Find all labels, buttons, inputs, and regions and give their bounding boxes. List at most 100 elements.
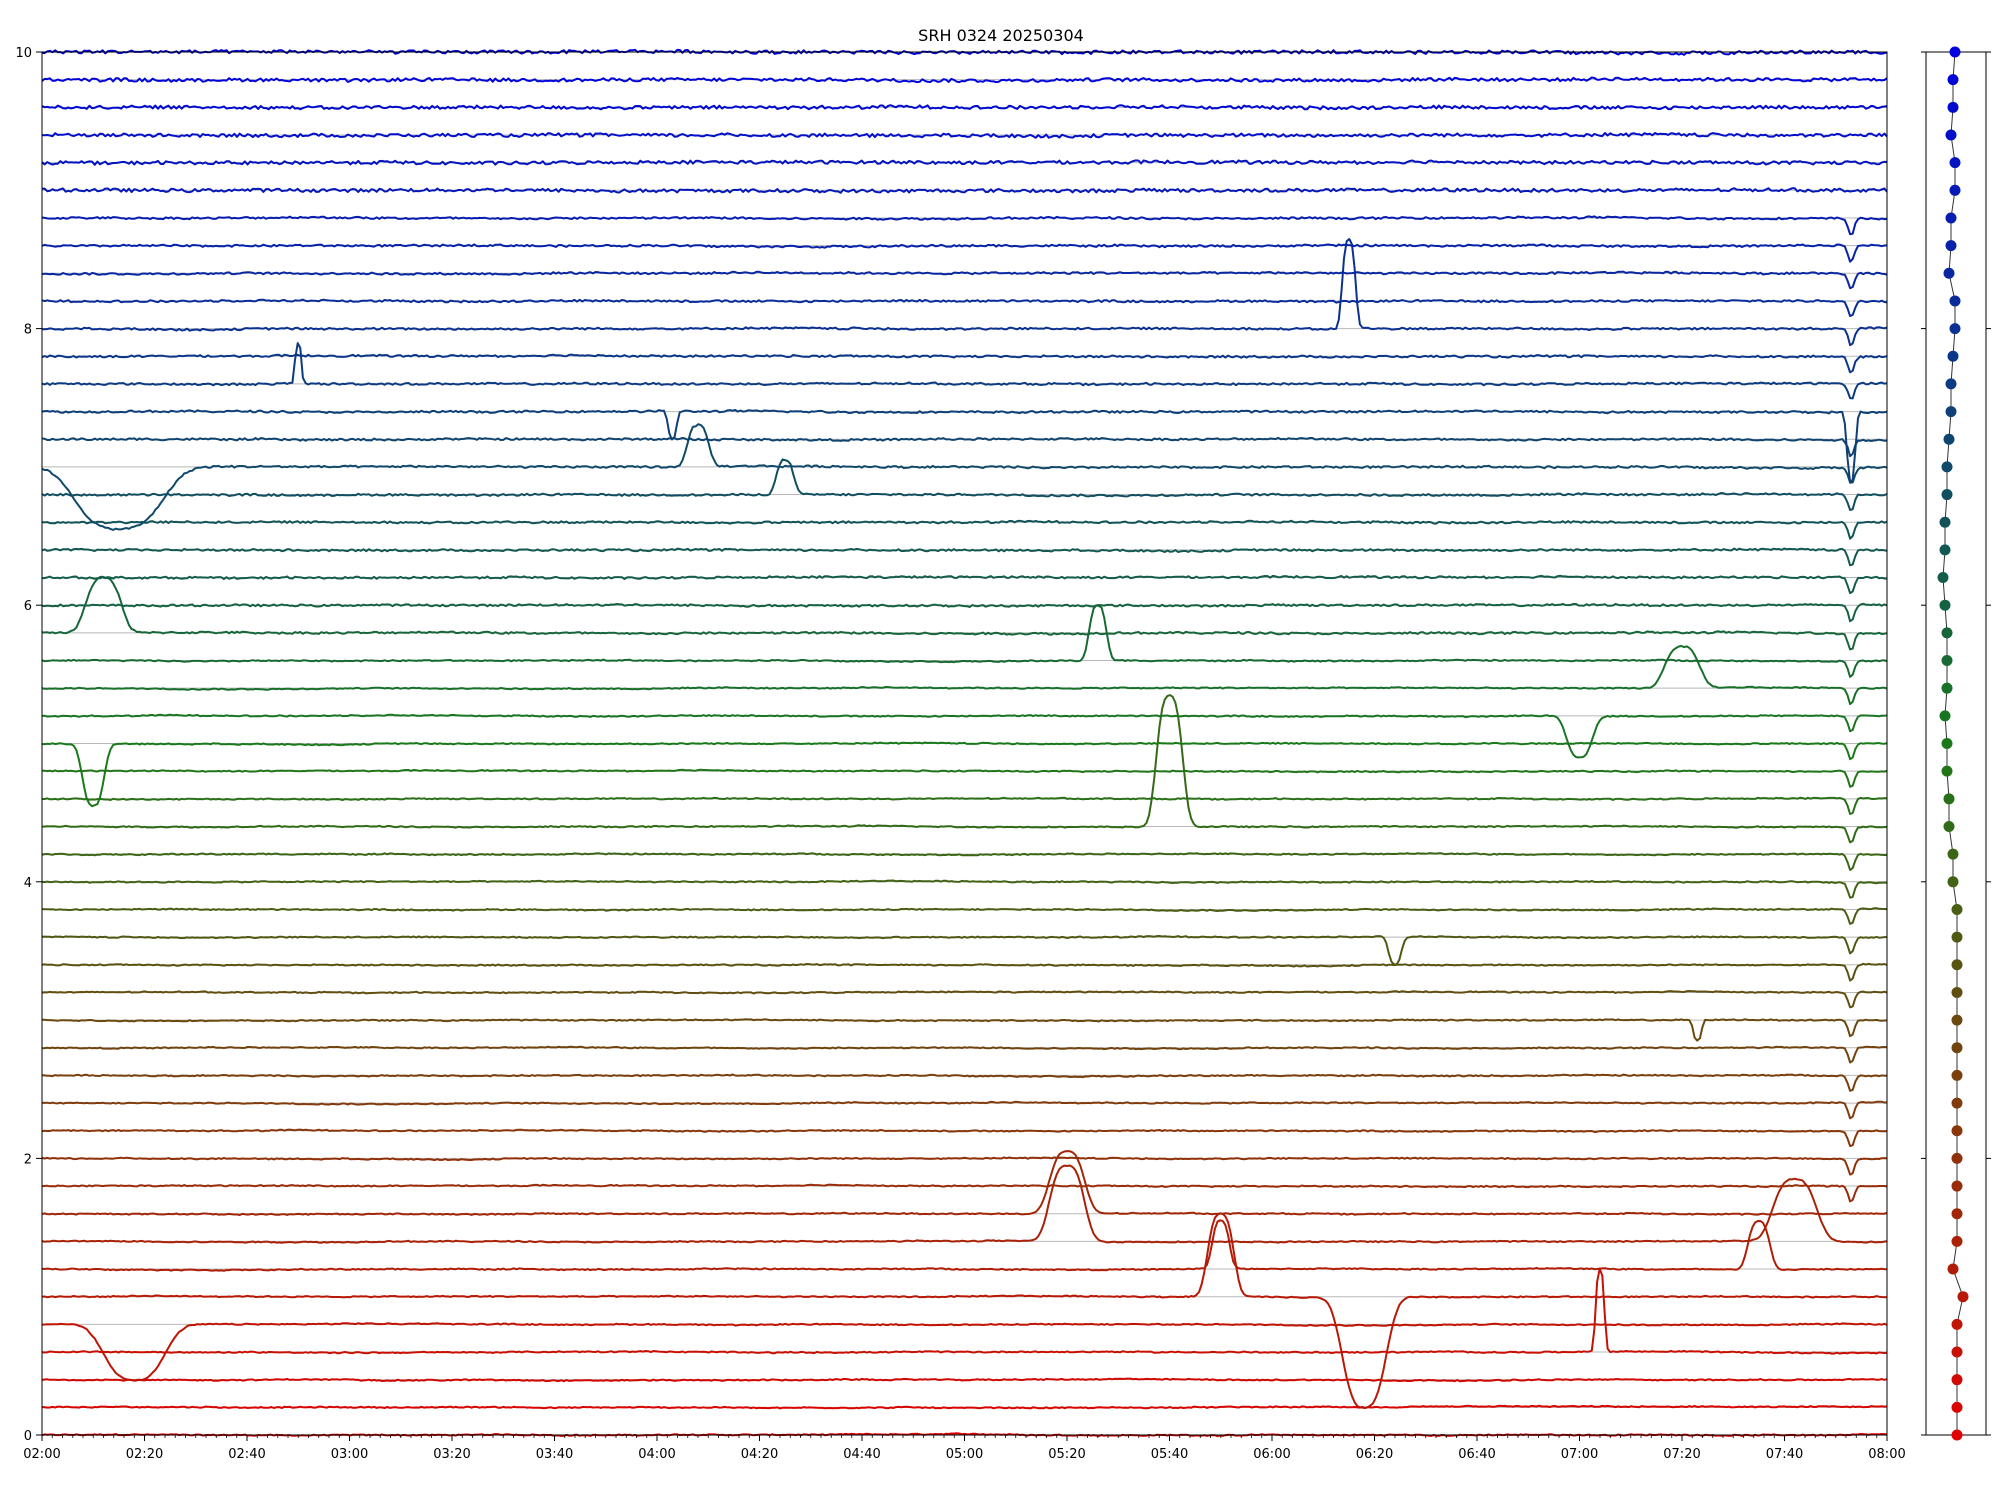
x-tick-label: 05:20 [1048,1447,1085,1462]
channel-marker-40 [1949,323,1961,335]
y-tick-label: 4 [24,876,32,891]
x-tick-label: 08:00 [1868,1447,1905,1462]
trace-channel-5 [41,1212,1888,1409]
trace-channel-2 [41,1377,1888,1383]
channel-marker-45 [1949,184,1961,196]
channel-marker-28 [1941,655,1953,667]
channel-marker-10 [1951,1152,1963,1164]
y-tick-label: 2 [24,1152,32,1167]
x-tick-label: 05:40 [1151,1447,1188,1462]
x-tick-label: 03:00 [331,1447,368,1462]
trace-channel-18 [41,935,1887,966]
channel-marker-41 [1949,295,1961,307]
x-tick-label: 04:20 [741,1447,778,1462]
x-tick-label: 04:00 [638,1447,675,1462]
channel-marker-23 [1943,793,1955,805]
channel-marker-14 [1951,1042,1963,1054]
trace-channel-22 [41,694,1888,844]
trace-channel-14 [41,1045,1888,1064]
trace-channel-8 [41,1150,1888,1216]
trace-channel-6 [41,1219,1888,1272]
channel-marker-46 [1949,157,1961,169]
channel-marker-31 [1937,572,1949,584]
trace-channel-24 [41,768,1888,788]
trace-channel-20 [41,879,1888,899]
trace-channel-45 [41,187,1888,194]
channel-marker-0 [1951,1429,1963,1441]
channel-marker-12 [1951,1097,1963,1109]
channel-marker-32 [1939,544,1951,556]
trace-channel-9 [41,1183,1888,1203]
x-tick-label: 06:00 [1253,1447,1290,1462]
channel-marker-30 [1939,599,1951,611]
x-tick-label: 02:40 [228,1447,265,1462]
trace-channel-47 [41,132,1888,139]
channel-marker-39 [1947,350,1959,362]
trace-channel-33 [41,519,1888,540]
side-frame [1925,51,1987,1436]
trace-channel-40 [41,238,1888,347]
trace-channel-16 [41,990,1888,1009]
channel-marker-18 [1951,931,1963,943]
channel-marker-2 [1951,1374,1963,1386]
trace-channel-31 [42,574,1888,595]
channel-marker-5 [1957,1291,1969,1303]
channel-marker-21 [1947,848,1959,860]
channel-marker-42 [1943,267,1955,279]
x-tick-label: 04:40 [843,1447,880,1462]
trace-channel-15 [42,1018,1888,1042]
channel-marker-1 [1951,1401,1963,1413]
trace-channel-36 [41,436,1888,458]
trace-channel-27 [41,645,1888,706]
trace-channel-17 [41,962,1888,982]
channel-marker-16 [1951,986,1963,998]
trace-channel-21 [41,852,1888,871]
channel-marker-50 [1949,46,1961,58]
channel-marker-49 [1947,74,1959,86]
x-tick-label: 07:20 [1663,1447,1700,1462]
x-tick-label: 02:00 [23,1447,60,1462]
trace-channel-38 [41,342,1888,400]
trace-channel-3 [41,1267,1888,1355]
trace-channel-35 [41,423,1888,531]
trace-channel-19 [41,907,1888,925]
channel-marker-24 [1941,765,1953,777]
main-plot-area: 02:00 02:20 02:40 03:00 03:20 03:40 04:00 04:20… [15,46,1905,1462]
trace-channel-1 [41,1404,1888,1410]
trace-channel-12 [41,1100,1888,1120]
channel-marker-15 [1951,1014,1963,1026]
channel-marker-6 [1947,1263,1959,1275]
trace-channel-44 [41,215,1888,236]
trace-channel-32 [41,547,1888,567]
channel-marker-34 [1941,489,1953,501]
trace-channel-11 [41,1128,1888,1147]
trace-channel-4 [41,1322,1888,1382]
channel-marker-35 [1941,461,1953,473]
channel-marker-38 [1945,378,1957,390]
channel-marker-13 [1951,1069,1963,1081]
channel-marker-20 [1947,876,1959,888]
channel-marker-37 [1945,406,1957,418]
channel-marker-33 [1939,516,1951,528]
x-tick-label: 05:00 [946,1447,983,1462]
channel-marker-22 [1943,820,1955,832]
y-tick-label: 6 [24,599,32,614]
channel-marker-11 [1951,1125,1963,1137]
trace-channel-41 [41,298,1888,317]
trace-channel-37 [41,409,1888,484]
channel-marker-29 [1941,627,1953,639]
trace-channel-10 [41,1156,1888,1176]
chart-title: SRH 0324 20250304 [918,26,1084,45]
x-tick-label: 03:40 [536,1447,573,1462]
x-tick-label: 06:40 [1458,1447,1495,1462]
channel-marker-4 [1951,1318,1963,1330]
trace-channel-13 [41,1073,1888,1092]
y-tick-label: 10 [15,46,32,61]
channel-marker-8 [1951,1208,1963,1220]
channel-marker-44 [1945,212,1957,224]
x-tick-label: 02:20 [126,1447,163,1462]
y-tick-label: 8 [24,323,32,338]
trace-channel-23 [42,796,1888,815]
x-tick-label: 03:20 [433,1447,470,1462]
